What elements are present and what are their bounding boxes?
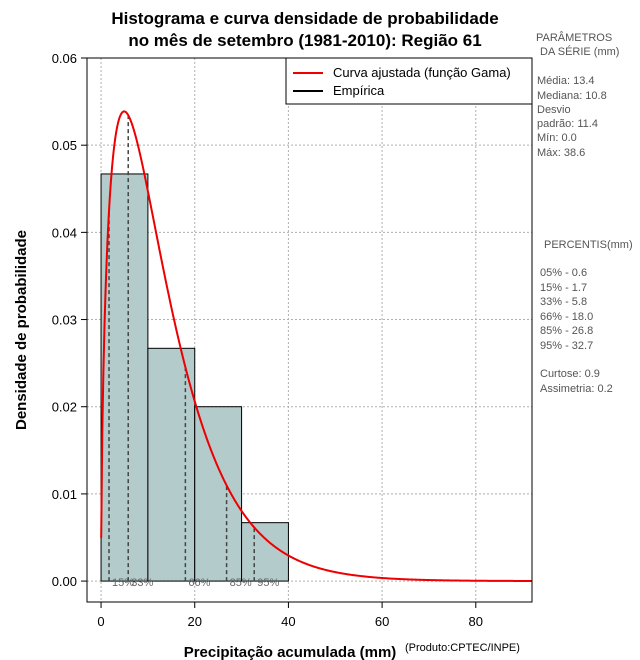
percentil-15: 15% - 1.7 — [540, 282, 587, 294]
y-tick-label: 0.06 — [52, 51, 77, 66]
legend-box — [285, 57, 533, 105]
percentis-title: PERCENTIS(mm) — [544, 239, 633, 251]
param-mean: Média: 13.4 — [537, 75, 594, 87]
params-title-line1: PARÂMETROS — [536, 31, 612, 44]
percentil-95: 95% - 32.7 — [540, 340, 593, 352]
percentile-label: 85% — [230, 577, 252, 589]
gamma-fit-curve — [100, 110, 533, 582]
histogram-bars — [100, 173, 289, 582]
x-axis: 0 20 40 60 80 — [97, 602, 483, 629]
x-tick-label: 40 — [281, 614, 295, 629]
y-tick-label: 0.01 — [52, 487, 77, 502]
percentil-05: 05% - 0.6 — [540, 267, 587, 279]
stat-skewness: Assimetria: 0.2 — [540, 383, 613, 395]
param-stddev-line1: Desvio — [537, 104, 571, 116]
percentil-33: 33% - 5.8 — [540, 296, 587, 308]
percentil-66: 66% - 18.0 — [540, 311, 593, 323]
percentile-label: 66% — [188, 577, 210, 589]
chart-title-line2: no mês de setembro (1981-2010): Região 6… — [128, 31, 481, 50]
percentil-85: 85% - 26.8 — [540, 325, 593, 337]
x-tick-label: 60 — [375, 614, 389, 629]
y-tick-label: 0.05 — [52, 138, 77, 153]
percentile-lines: 15%33% 66% 85% 95% — [108, 115, 279, 589]
histogram-bar — [147, 347, 196, 582]
y-axis-label: Densidade de probabilidade — [13, 230, 30, 430]
legend: Curva ajustada (função Gama) Empírica — [285, 57, 533, 105]
legend-curve-label: Curva ajustada (função Gama) — [333, 65, 511, 80]
y-tick-label: 0.04 — [52, 225, 77, 240]
side-panel: PARÂMETROS DA SÉRIE (mm) Média: 13.4 Med… — [536, 31, 633, 395]
percentile-label: 33% — [131, 577, 153, 589]
param-stddev-line2: padrão: 11.4 — [537, 118, 598, 130]
x-axis-label: Precipitação acumulada (mm) — [184, 644, 397, 660]
y-tick-label: 0.02 — [52, 400, 77, 415]
y-axis: 0.00 0.01 0.02 0.03 0.04 0.05 0.06 — [52, 51, 87, 589]
x-tick-label: 80 — [469, 614, 483, 629]
y-tick-label: 0.03 — [52, 313, 77, 328]
param-median: Mediana: 10.8 — [537, 90, 607, 102]
product-credit: (Produto:CPTEC/INPE) — [405, 642, 520, 654]
gamma-curve-layer — [100, 110, 533, 582]
param-max: Máx: 38.6 — [537, 147, 585, 159]
x-tick-label: 0 — [97, 614, 104, 629]
params-title-line2: DA SÉRIE (mm) — [540, 45, 619, 58]
legend-empirical-label: Empírica — [333, 83, 385, 98]
x-tick-label: 20 — [188, 614, 202, 629]
param-min: Mín: 0.0 — [537, 132, 577, 144]
chart-title-line1: Histograma e curva densidade de probabil… — [111, 9, 498, 28]
histogram-bar — [194, 406, 243, 582]
y-tick-label: 0.00 — [52, 574, 77, 589]
percentile-label: 95% — [257, 577, 279, 589]
stat-kurtosis: Curtose: 0.9 — [540, 368, 600, 380]
